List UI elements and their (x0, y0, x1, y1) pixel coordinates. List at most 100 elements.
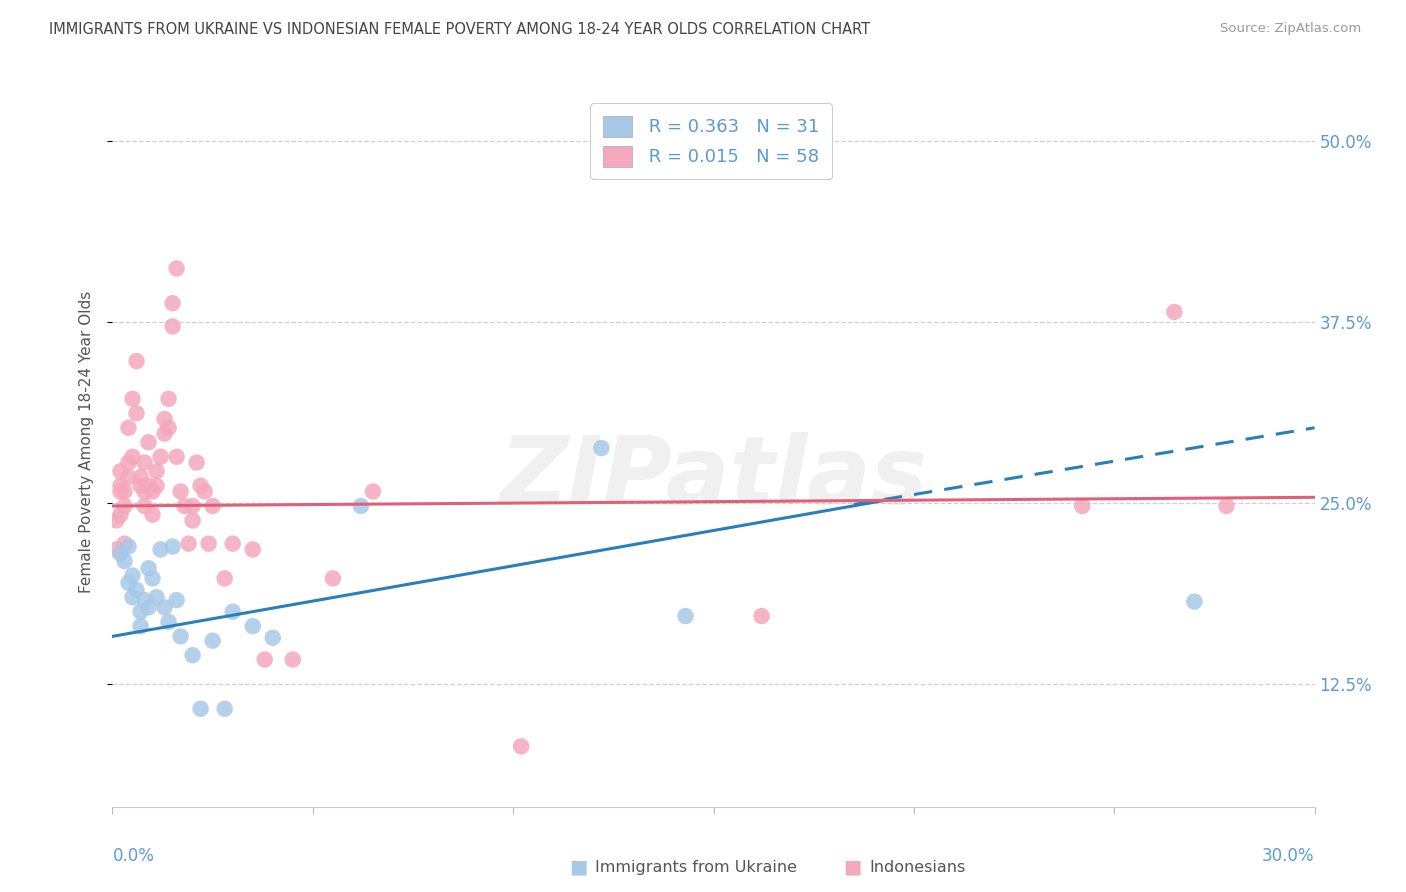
Point (322, 571, 344, 585)
Point (350, 499, 373, 513)
Point (181, 513, 204, 527)
Text: 30.0%: 30.0% (1263, 847, 1315, 865)
Point (114, 536, 136, 550)
Point (105, 513, 128, 527)
Point (121, 591, 143, 605)
Point (157, 421, 180, 435)
Point (141, 484, 165, 499)
Point (114, 554, 136, 568)
Point (117, 575, 139, 590)
Text: Source: ZipAtlas.com: Source: ZipAtlas.com (1220, 22, 1361, 36)
Point (134, 456, 156, 470)
Point (361, 484, 384, 499)
Point (153, 600, 176, 615)
Text: Immigrants from Ukraine: Immigrants from Ukraine (595, 860, 797, 874)
Legend:  R = 0.363   N = 31,  R = 0.015   N = 58: R = 0.363 N = 31, R = 0.015 N = 58 (591, 103, 831, 179)
Point (114, 484, 136, 499)
Point (110, 484, 132, 499)
Point (138, 479, 160, 493)
Point (153, 412, 176, 426)
Y-axis label: Female Poverty Among 18-24 Year Olds: Female Poverty Among 18-24 Year Olds (79, 291, 94, 592)
Point (129, 605, 152, 619)
Point (162, 296, 184, 310)
Point (253, 652, 276, 666)
Point (125, 582, 148, 597)
Point (129, 619, 152, 633)
Point (675, 609, 697, 624)
Point (138, 435, 160, 450)
Point (149, 450, 172, 464)
Text: IMMIGRANTS FROM UKRAINE VS INDONESIAN FEMALE POVERTY AMONG 18-24 YEAR OLDS CORRE: IMMIGRANTS FROM UKRAINE VS INDONESIAN FE… (49, 22, 870, 37)
Point (125, 406, 148, 420)
Point (1215, 499, 1237, 513)
Point (190, 479, 212, 493)
Point (121, 568, 143, 582)
Text: ■: ■ (844, 857, 862, 877)
Point (1184, 594, 1206, 608)
Point (166, 593, 188, 607)
Point (145, 464, 167, 478)
Point (214, 571, 236, 585)
Point (262, 631, 284, 645)
Point (125, 354, 148, 368)
Point (173, 499, 195, 513)
Point (162, 540, 184, 554)
Point (117, 540, 139, 554)
Point (117, 421, 139, 435)
Point (751, 609, 773, 624)
Point (186, 456, 208, 470)
Text: Indonesians: Indonesians (869, 860, 965, 874)
Point (181, 648, 204, 663)
Point (157, 615, 180, 629)
Text: ZIPatlas: ZIPatlas (499, 432, 928, 524)
Point (190, 702, 212, 716)
Point (134, 593, 156, 607)
Point (242, 542, 264, 557)
Point (222, 605, 245, 619)
Point (134, 499, 156, 513)
Point (121, 450, 143, 464)
Point (145, 479, 167, 493)
Point (110, 464, 132, 478)
Point (153, 426, 176, 441)
Point (105, 542, 128, 557)
Point (110, 547, 132, 561)
Point (177, 536, 200, 550)
Point (197, 536, 219, 550)
Point (591, 441, 613, 455)
Point (117, 456, 139, 470)
Point (149, 542, 172, 557)
Point (281, 652, 304, 666)
Point (141, 508, 165, 522)
Point (214, 702, 236, 716)
Point (138, 561, 160, 575)
Point (129, 479, 152, 493)
Point (169, 484, 191, 499)
Point (145, 591, 167, 605)
Point (242, 619, 264, 633)
Point (117, 470, 139, 484)
Point (181, 499, 204, 513)
Point (166, 261, 188, 276)
Point (194, 484, 217, 499)
Point (141, 571, 165, 585)
Point (201, 633, 224, 648)
Point (129, 470, 152, 484)
Point (157, 392, 180, 406)
Point (134, 484, 156, 499)
Point (110, 479, 132, 493)
Point (166, 450, 188, 464)
Point (114, 499, 136, 513)
Point (162, 319, 184, 334)
Text: 0.0%: 0.0% (112, 847, 155, 865)
Point (201, 499, 224, 513)
Point (1071, 499, 1094, 513)
Point (510, 739, 533, 754)
Point (169, 629, 191, 643)
Point (222, 536, 245, 550)
Point (138, 600, 160, 615)
Text: ■: ■ (569, 857, 588, 877)
Point (110, 508, 132, 522)
Point (1163, 305, 1185, 319)
Point (121, 392, 143, 406)
